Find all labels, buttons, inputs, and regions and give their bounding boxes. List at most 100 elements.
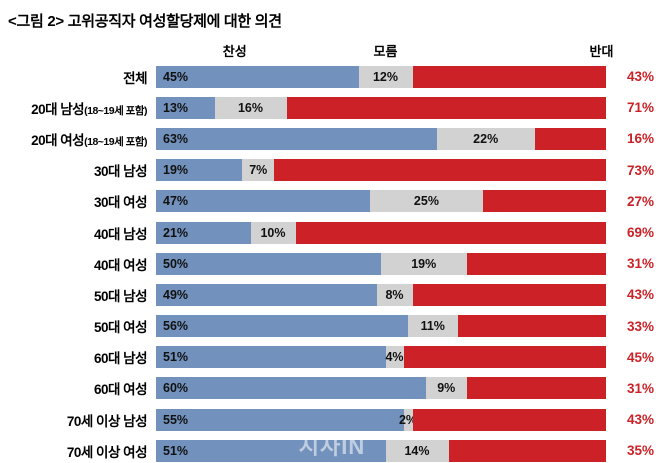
- oppose-bar-segment: [274, 159, 606, 182]
- agree-bar-segment: 19%: [156, 159, 243, 182]
- agree-value-label: 49%: [163, 287, 189, 302]
- chart-row: 60대 남성 51% 4% 45%: [6, 342, 654, 373]
- unknown-bar-segment: 2%: [399, 408, 417, 431]
- oppose-value-label: 35%: [626, 443, 654, 459]
- bar-track: 51% 4%: [156, 346, 606, 369]
- oppose-value-label: 45%: [626, 349, 654, 365]
- unknown-bar-segment: 14%: [385, 439, 449, 462]
- bar-track: 63% 22%: [156, 127, 606, 150]
- unknown-value-label: 14%: [404, 443, 430, 458]
- column-headers: 찬성 모름 반대: [156, 41, 614, 59]
- chart-row: 70세 이상 여성 51% 14% 35%: [6, 435, 654, 463]
- unknown-bar-segment: 10%: [250, 221, 296, 244]
- unknown-value-label: 22%: [473, 131, 499, 146]
- oppose-bar-segment: [412, 65, 606, 88]
- unknown-value-label: 25%: [413, 194, 439, 209]
- oppose-value-label: 43%: [626, 412, 654, 428]
- category-note: (18~19세 포함): [84, 104, 147, 117]
- unknown-bar-segment: 22%: [436, 127, 535, 150]
- oppose-bar-segment: [412, 283, 606, 306]
- agree-bar-segment: 45%: [156, 65, 359, 88]
- bar-track: 13% 16%: [156, 96, 606, 119]
- chart-row: 40대 남성 21% 10% 69%: [6, 217, 654, 248]
- oppose-value-label: 27%: [626, 193, 654, 209]
- agree-value-label: 19%: [163, 163, 189, 178]
- bar-track: 19% 7%: [156, 159, 606, 182]
- unknown-value-label: 4%: [385, 350, 404, 365]
- oppose-value-label: 33%: [626, 318, 654, 334]
- oppose-bar-segment: [466, 377, 606, 400]
- unknown-bar-segment: 7%: [242, 159, 275, 182]
- header-agree: 찬성: [222, 44, 247, 59]
- category-label: 20대 남성(18~19세 포함): [31, 101, 147, 117]
- chart-row: 전체 45% 12% 43%: [6, 61, 654, 92]
- oppose-bar-segment: [286, 96, 606, 119]
- unknown-value-label: 7%: [249, 163, 268, 178]
- oppose-value-label: 71%: [626, 100, 654, 116]
- chart-row: 40대 여성 50% 19% 31%: [6, 248, 654, 279]
- unknown-bar-segment: 8%: [376, 283, 413, 306]
- unknown-value-label: 10%: [260, 225, 286, 240]
- bar-track: 55% 2%: [156, 408, 606, 431]
- agree-bar-segment: 60%: [156, 377, 426, 400]
- category-label: 50대 남성: [93, 288, 148, 304]
- oppose-value-label: 31%: [626, 380, 654, 396]
- oppose-bar-segment: [457, 315, 606, 338]
- agree-value-label: 56%: [163, 319, 189, 334]
- unknown-value-label: 8%: [385, 287, 404, 302]
- unknown-bar-segment: 19%: [381, 252, 467, 275]
- category-label: 70세 이상 여성: [66, 444, 148, 460]
- bar-track: 56% 11%: [156, 315, 606, 338]
- category-label: 20대 여성(18~19세 포함): [31, 132, 147, 148]
- chart-row: 50대 남성 49% 8% 43%: [6, 279, 654, 310]
- header-unknown: 모름: [373, 44, 398, 59]
- category-label: 전체: [123, 70, 147, 86]
- unknown-bar-segment: 11%: [408, 315, 458, 338]
- agree-value-label: 45%: [163, 69, 189, 84]
- agree-bar-segment: 50%: [156, 252, 381, 275]
- category-label: 60대 여성: [93, 382, 148, 398]
- oppose-value-label: 31%: [626, 256, 654, 272]
- chart-row: 50대 여성 56% 11% 33%: [6, 311, 654, 342]
- chart-row: 60대 여성 60% 9% 31%: [6, 373, 654, 404]
- header-oppose: 반대: [589, 44, 614, 59]
- category-note: (18~19세 포함): [84, 135, 147, 148]
- oppose-bar-segment: [466, 252, 606, 275]
- category-label: 50대 여성: [93, 320, 148, 336]
- agree-bar-segment: 51%: [156, 439, 386, 462]
- oppose-value-label: 16%: [626, 131, 654, 147]
- oppose-value-label: 43%: [626, 287, 654, 303]
- oppose-value-label: 69%: [626, 225, 654, 241]
- chart-row: 70세 이상 남성 55% 2% 43%: [6, 404, 654, 435]
- agree-bar-segment: 51%: [156, 346, 386, 369]
- unknown-bar-segment: 9%: [426, 377, 467, 400]
- bar-track: 45% 12%: [156, 65, 606, 88]
- bar-track: 60% 9%: [156, 377, 606, 400]
- agree-bar-segment: 21%: [156, 221, 251, 244]
- bar-track: 49% 8%: [156, 283, 606, 306]
- unknown-bar-segment: 4%: [385, 346, 404, 369]
- chart-rows: 전체 45% 12% 43% 20대 남성(18~19세 포함) 13% 16% 71% 20대…: [6, 61, 654, 463]
- chart-row: 30대 남성 19% 7% 73%: [6, 155, 654, 186]
- bar-track: 50% 19%: [156, 252, 606, 275]
- oppose-bar-segment: [483, 190, 606, 213]
- unknown-value-label: 19%: [411, 256, 437, 271]
- agree-value-label: 21%: [163, 225, 189, 240]
- unknown-value-label: 9%: [437, 381, 456, 396]
- agree-value-label: 51%: [163, 443, 189, 458]
- unknown-value-label: 11%: [420, 319, 445, 334]
- category-label: 30대 여성: [93, 195, 148, 211]
- category-label: 30대 남성: [93, 164, 148, 180]
- chart-row: 30대 여성 47% 25% 27%: [6, 186, 654, 217]
- agree-value-label: 47%: [163, 194, 189, 209]
- category-label: 40대 여성: [93, 257, 148, 273]
- agree-value-label: 55%: [163, 412, 189, 427]
- oppose-bar-segment: [403, 346, 606, 369]
- agree-value-label: 50%: [163, 256, 189, 271]
- agree-value-label: 51%: [163, 350, 189, 365]
- unknown-bar-segment: 25%: [369, 190, 484, 213]
- agree-bar-segment: 55%: [156, 408, 404, 431]
- agree-bar-segment: 13%: [156, 96, 215, 119]
- agree-bar-segment: 63%: [156, 127, 437, 150]
